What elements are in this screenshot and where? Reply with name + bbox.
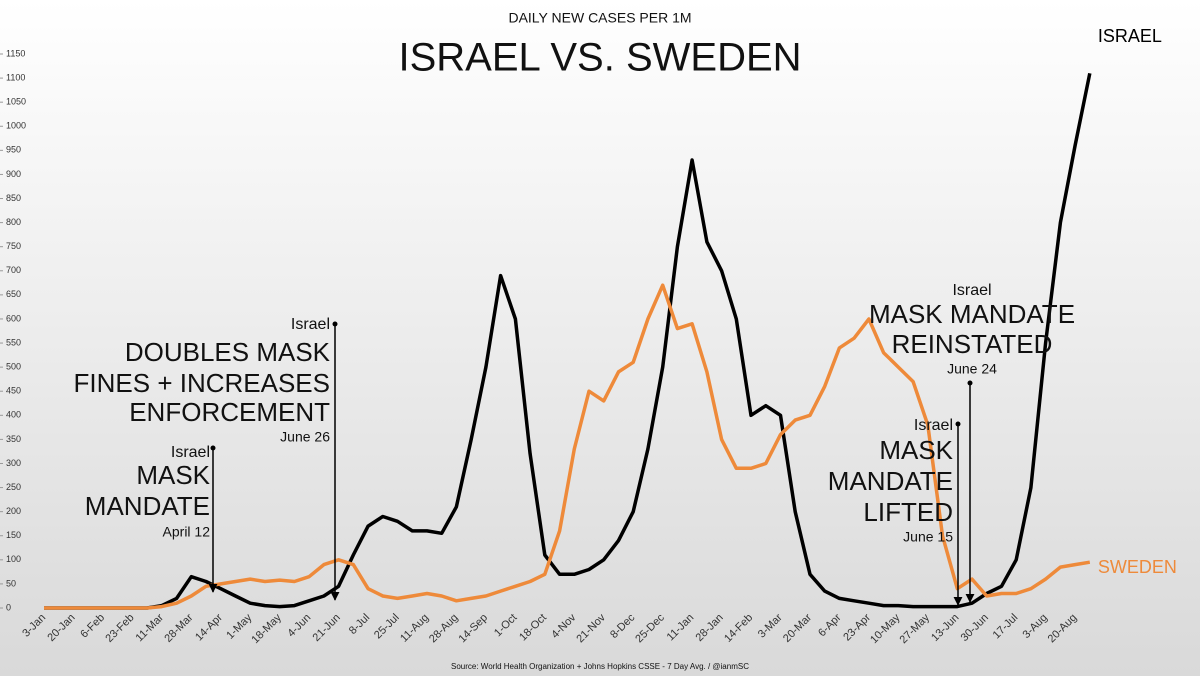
y-tick-label: 550 <box>6 337 21 347</box>
y-tick-label: 1100 <box>6 72 25 82</box>
y-tick-label: 700 <box>6 265 21 275</box>
annotation-text: Israel <box>914 417 953 434</box>
annotation-text: April 12 <box>163 524 211 540</box>
annotation-text: June 26 <box>280 429 330 445</box>
y-tick-label: 1000 <box>6 121 26 131</box>
annotation-text: REINSTATED <box>892 329 1053 359</box>
annotation-dot <box>332 321 338 327</box>
y-tick-label: 750 <box>6 241 21 251</box>
y-tick-label: 250 <box>6 482 21 492</box>
annotation-text: MANDATE <box>828 466 953 496</box>
series-label: ISRAEL <box>1098 26 1162 46</box>
annotation-dot <box>210 445 216 451</box>
y-tick-label: 900 <box>6 169 21 179</box>
annotation-text: MASK <box>136 460 210 490</box>
y-tick-label: 150 <box>6 530 21 540</box>
annotation-text: MANDATE <box>85 491 210 521</box>
y-tick-label: 50 <box>6 578 16 588</box>
annotation-text: Israel <box>291 316 330 333</box>
annotation-text: Israel <box>171 444 210 461</box>
y-tick-label: 800 <box>6 217 21 227</box>
y-tick-label: 650 <box>6 289 21 299</box>
y-tick-label: 500 <box>6 362 21 372</box>
annotation-text: ENFORCEMENT <box>129 397 330 427</box>
chart-subtitle: DAILY NEW CASES PER 1M <box>508 10 691 26</box>
annotation-text: Israel <box>952 282 991 299</box>
y-tick-label: 1050 <box>6 97 26 107</box>
series-line <box>44 72 1092 610</box>
y-tick-label: 350 <box>6 434 21 444</box>
y-tick-label: 400 <box>6 410 21 420</box>
annotation-text: DOUBLES MASK <box>125 337 331 367</box>
y-tick-label: 850 <box>6 193 21 203</box>
annotation-text: June 24 <box>947 361 997 377</box>
annotation-text: LIFTED <box>863 497 953 527</box>
y-tick-label: 950 <box>6 145 21 155</box>
y-tick-label: 200 <box>6 506 21 516</box>
annotation-text: MASK MANDATE <box>869 299 1075 329</box>
y-tick-label: 100 <box>6 554 21 564</box>
series-label: SWEDEN <box>1098 557 1177 577</box>
chart-title: ISRAEL VS. SWEDEN <box>398 36 801 80</box>
y-tick-label: 600 <box>6 313 21 323</box>
y-tick-label: 1150 <box>6 48 25 58</box>
annotation-text: June 15 <box>903 529 953 545</box>
series-line <box>44 283 1091 610</box>
y-tick-label: 450 <box>6 386 21 396</box>
annotation-text: MASK <box>879 435 953 465</box>
annotation-text: FINES + INCREASES <box>74 368 330 398</box>
y-tick-label: 300 <box>6 458 21 468</box>
source-note: Source: World Health Organization + John… <box>451 662 749 671</box>
annotation-dot <box>955 421 961 427</box>
annotation-dot <box>967 380 973 386</box>
y-tick-label: 0 <box>6 602 11 612</box>
